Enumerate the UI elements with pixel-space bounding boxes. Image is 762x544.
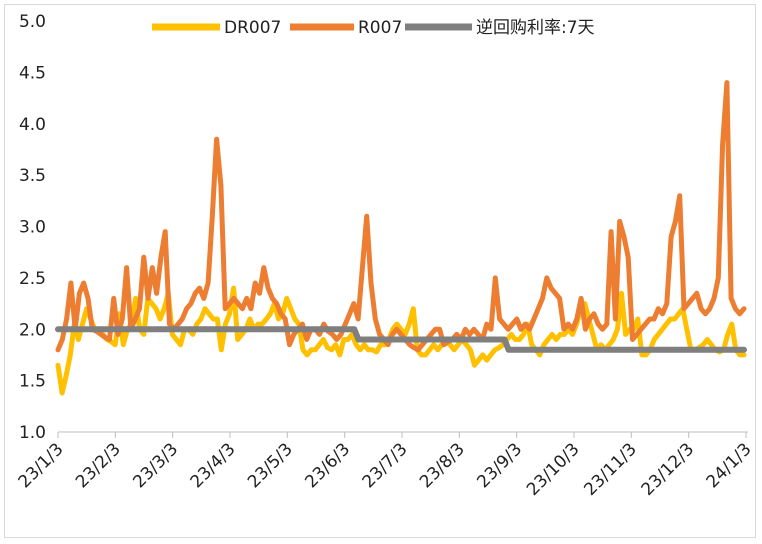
x-tick-label: 23/11/3: [580, 439, 640, 499]
x-tick-label: 23/4/3: [187, 439, 240, 492]
chart-legend: DR007 R007 逆回购利率:7天: [152, 18, 595, 38]
y-tick-label: 2.0: [19, 320, 46, 340]
legend-label-r007: R007: [358, 18, 402, 38]
y-tick-label: 4.5: [19, 63, 46, 83]
x-tick-label: 23/10/3: [523, 439, 583, 499]
x-tick-label: 23/6/3: [301, 439, 354, 492]
x-tick-label: 24/1/3: [703, 439, 756, 492]
y-tick-label: 5.0: [19, 12, 46, 32]
y-axis: 1.0 1.5 2.0 2.5 3.0 3.5 4.0 4.5 5.0: [19, 12, 46, 443]
y-tick-label: 2.5: [19, 269, 46, 289]
x-tick-label: 23/8/3: [416, 439, 469, 492]
x-tick-label: 23/2/3: [72, 439, 125, 492]
x-axis: 23/1/3 23/2/3 23/3/3 23/4/3 23/5/3 23/6/3 23/7…: [15, 431, 756, 500]
series-line-policy-rate: [55, 326, 747, 353]
x-tick-label: 23/1/3: [15, 439, 68, 492]
x-tick-label: 23/5/3: [244, 439, 297, 492]
legend-label-policy-rate: 逆回购利率:7天: [476, 18, 595, 38]
x-tick-label: 23/12/3: [638, 439, 698, 499]
series-line-r007: [55, 80, 747, 353]
y-tick-label: 1.0: [19, 423, 46, 443]
y-tick-label: 4.0: [19, 115, 46, 135]
x-tick-label: 23/3/3: [129, 439, 182, 492]
series-layer: [55, 80, 747, 396]
y-tick-label: 1.5: [19, 372, 46, 392]
x-tick-label: 23/9/3: [473, 439, 526, 492]
y-tick-label: 3.0: [19, 218, 46, 238]
legend-label-dr007: DR007: [224, 18, 281, 38]
y-tick-label: 3.5: [19, 166, 46, 186]
x-tick-label: 23/7/3: [359, 439, 412, 492]
